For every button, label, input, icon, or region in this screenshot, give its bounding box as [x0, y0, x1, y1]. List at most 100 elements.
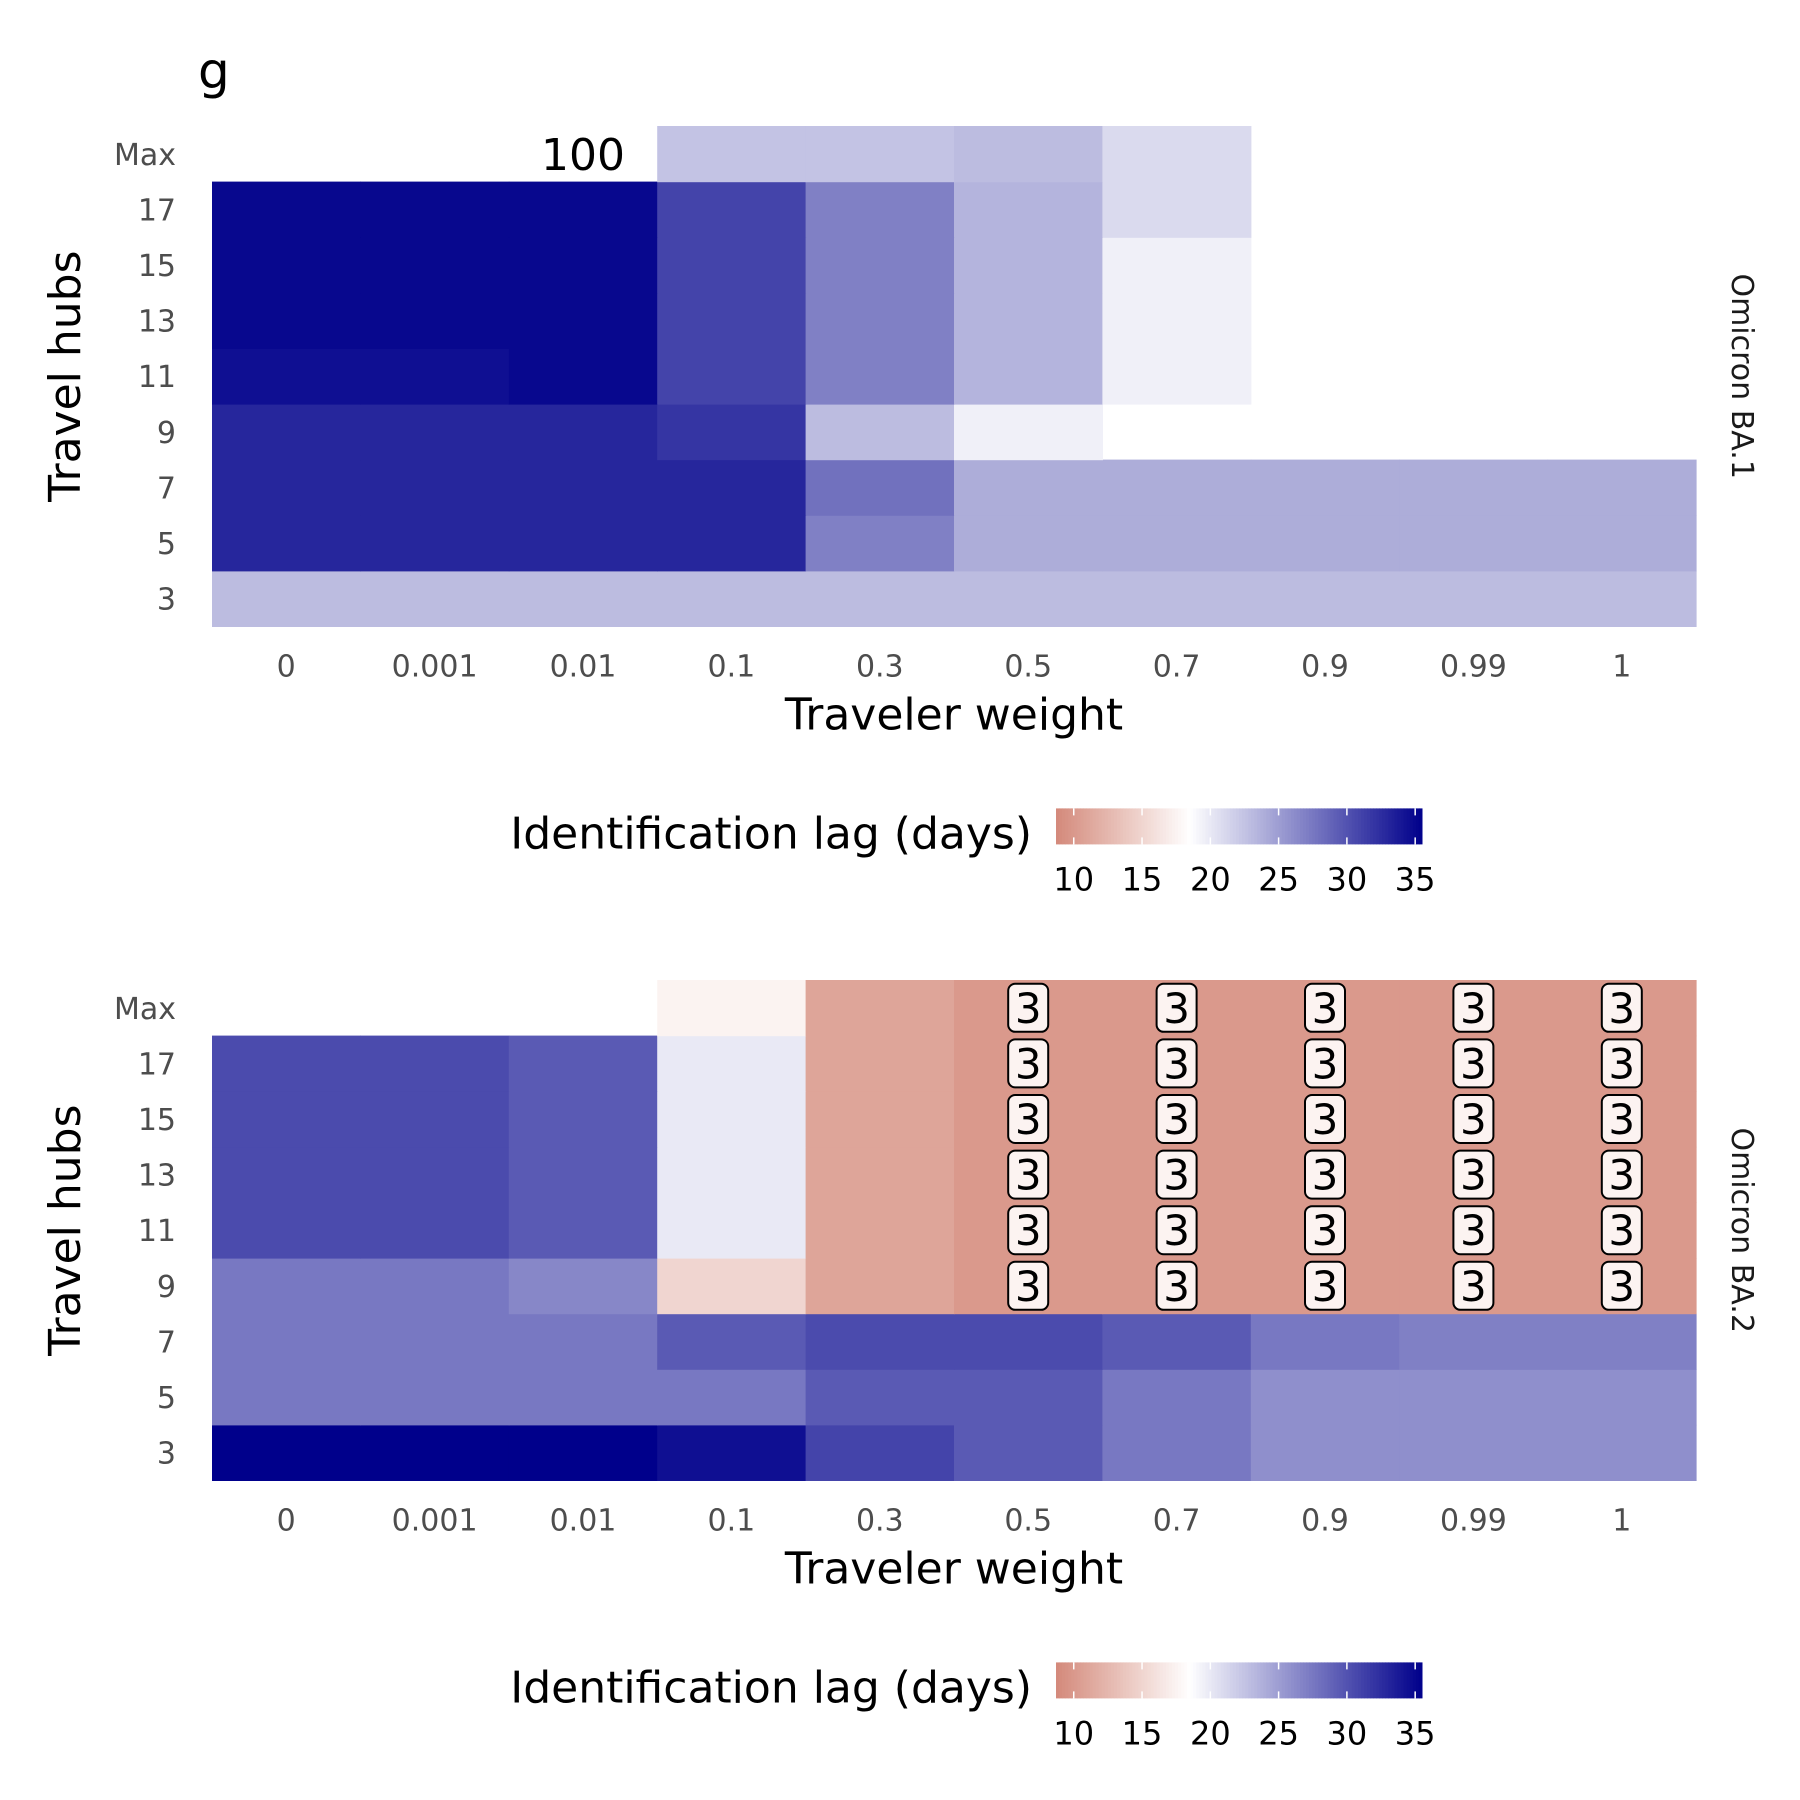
x-tick-label: 0 [277, 649, 296, 684]
legend-swatch [1101, 1662, 1106, 1699]
annotation-badge [1304, 1149, 1346, 1200]
legend-swatch [1278, 808, 1283, 845]
legend-swatch [1300, 808, 1304, 845]
heatmap-cell [1102, 1369, 1252, 1426]
legend-swatch [1083, 1662, 1087, 1699]
annotation-label: 3 [1015, 1151, 1042, 1200]
annotation-badge [1600, 1149, 1643, 1200]
legend-swatch [1150, 1662, 1155, 1699]
annotation-badge [1007, 1094, 1050, 1144]
heatmap-cell [954, 1369, 1103, 1426]
heatmap-cell [805, 459, 955, 516]
legend-tick-label: 20 [1190, 1714, 1231, 1752]
heatmap-cell [657, 1313, 807, 1370]
legend-swatch [1403, 808, 1408, 845]
heatmap-cell [508, 237, 658, 294]
x-tick-label: 1 [1612, 1503, 1631, 1538]
legend-swatch [1077, 1662, 1081, 1699]
legend-swatch [1269, 808, 1274, 845]
x-tick-label: 0.7 [1153, 1503, 1201, 1538]
annotation-badge [1304, 982, 1346, 1033]
heatmap-cell [212, 404, 361, 461]
legend-swatch [1300, 1662, 1304, 1699]
y-tick-label: 11 [138, 1214, 176, 1249]
annotation-badge [1452, 1149, 1495, 1200]
legend-swatch [1126, 808, 1130, 845]
legend-swatch [1248, 808, 1252, 845]
legend-swatch [1205, 808, 1209, 845]
legend-title: Identification lag (days) [510, 808, 1032, 859]
y-tick-label: 3 [157, 583, 176, 618]
legend-swatch [1394, 808, 1399, 845]
legend-swatch [1361, 1662, 1365, 1699]
legend-swatch [1184, 1662, 1188, 1699]
annotation-label: 3 [1608, 984, 1635, 1033]
legend-swatch [1412, 1662, 1417, 1699]
legend-swatch [1226, 1662, 1231, 1699]
annotation-badge [1600, 1038, 1643, 1089]
legend-swatch [1281, 1662, 1286, 1699]
legend-swatch [1400, 1662, 1405, 1699]
legend-swatch [1278, 1662, 1283, 1699]
legend-swatch [1162, 808, 1167, 845]
heatmap-cell [212, 1091, 361, 1148]
heatmap-cell [657, 237, 807, 294]
legend-swatch [1074, 1662, 1078, 1699]
x-tick-label: 0.9 [1301, 649, 1349, 684]
legend-tick-label: 30 [1327, 860, 1368, 898]
legend-swatch [1107, 1662, 1112, 1699]
legend-swatch [1391, 808, 1396, 845]
annotation-label: 3 [1460, 1095, 1487, 1144]
legend-swatch [1354, 808, 1359, 845]
legend-swatch [1117, 808, 1121, 845]
legend-swatch [1101, 808, 1106, 845]
legend-swatch [1138, 808, 1142, 845]
legend-swatch [1351, 1662, 1356, 1699]
legend-tick-label: 35 [1395, 1714, 1436, 1752]
legend-swatch [1376, 1662, 1380, 1699]
legend-swatch [1403, 1662, 1408, 1699]
legend-swatch [1254, 808, 1258, 845]
heatmap-cell [508, 1424, 658, 1481]
heatmap-cell [360, 515, 510, 572]
heatmap-cell [508, 1313, 658, 1370]
legend-swatch [1074, 808, 1078, 845]
legend-title: Identification lag (days) [510, 1662, 1032, 1713]
legend-swatch [1144, 808, 1148, 845]
legend-swatch [1336, 808, 1341, 845]
heatmap-cell [1102, 126, 1252, 183]
heatmap-cell [805, 1369, 955, 1426]
legend-swatch [1098, 1662, 1103, 1699]
y-tick-label: Max [114, 138, 176, 173]
legend-swatch [1339, 808, 1344, 845]
legend-swatch [1129, 1662, 1133, 1699]
annotation-label: 3 [1163, 1039, 1190, 1088]
legend-swatch [1147, 1662, 1152, 1699]
heatmap-cell [1399, 1424, 1549, 1481]
legend-swatch [1217, 808, 1222, 845]
legend-swatch [1409, 1662, 1414, 1699]
heatmap-cell [508, 459, 658, 516]
legend-swatch [1171, 1662, 1176, 1699]
legend-swatch [1223, 808, 1228, 845]
color-legend: 10 15 20 25 30 35 Identification lag (days) [510, 1662, 1436, 1752]
heatmap-cell [657, 181, 807, 238]
heatmap-cell [212, 237, 361, 294]
legend-swatch [1083, 808, 1087, 845]
legend-swatch [1281, 808, 1286, 845]
annotation-badge [1304, 1260, 1346, 1311]
annotation-label: 3 [1608, 1151, 1635, 1200]
heatmap-cell [657, 515, 807, 572]
heatmap-cell [212, 1202, 361, 1259]
x-tick-label: 0.7 [1153, 649, 1201, 684]
legend-swatch [1223, 1662, 1228, 1699]
legend-swatch [1351, 808, 1356, 845]
legend-swatch [1296, 1662, 1301, 1699]
legend-swatch [1220, 808, 1225, 845]
legend-swatch [1284, 808, 1289, 845]
heatmap-cell [508, 515, 658, 572]
annotation-label: 3 [1163, 1095, 1190, 1144]
x-tick-label: 0.01 [550, 649, 617, 684]
